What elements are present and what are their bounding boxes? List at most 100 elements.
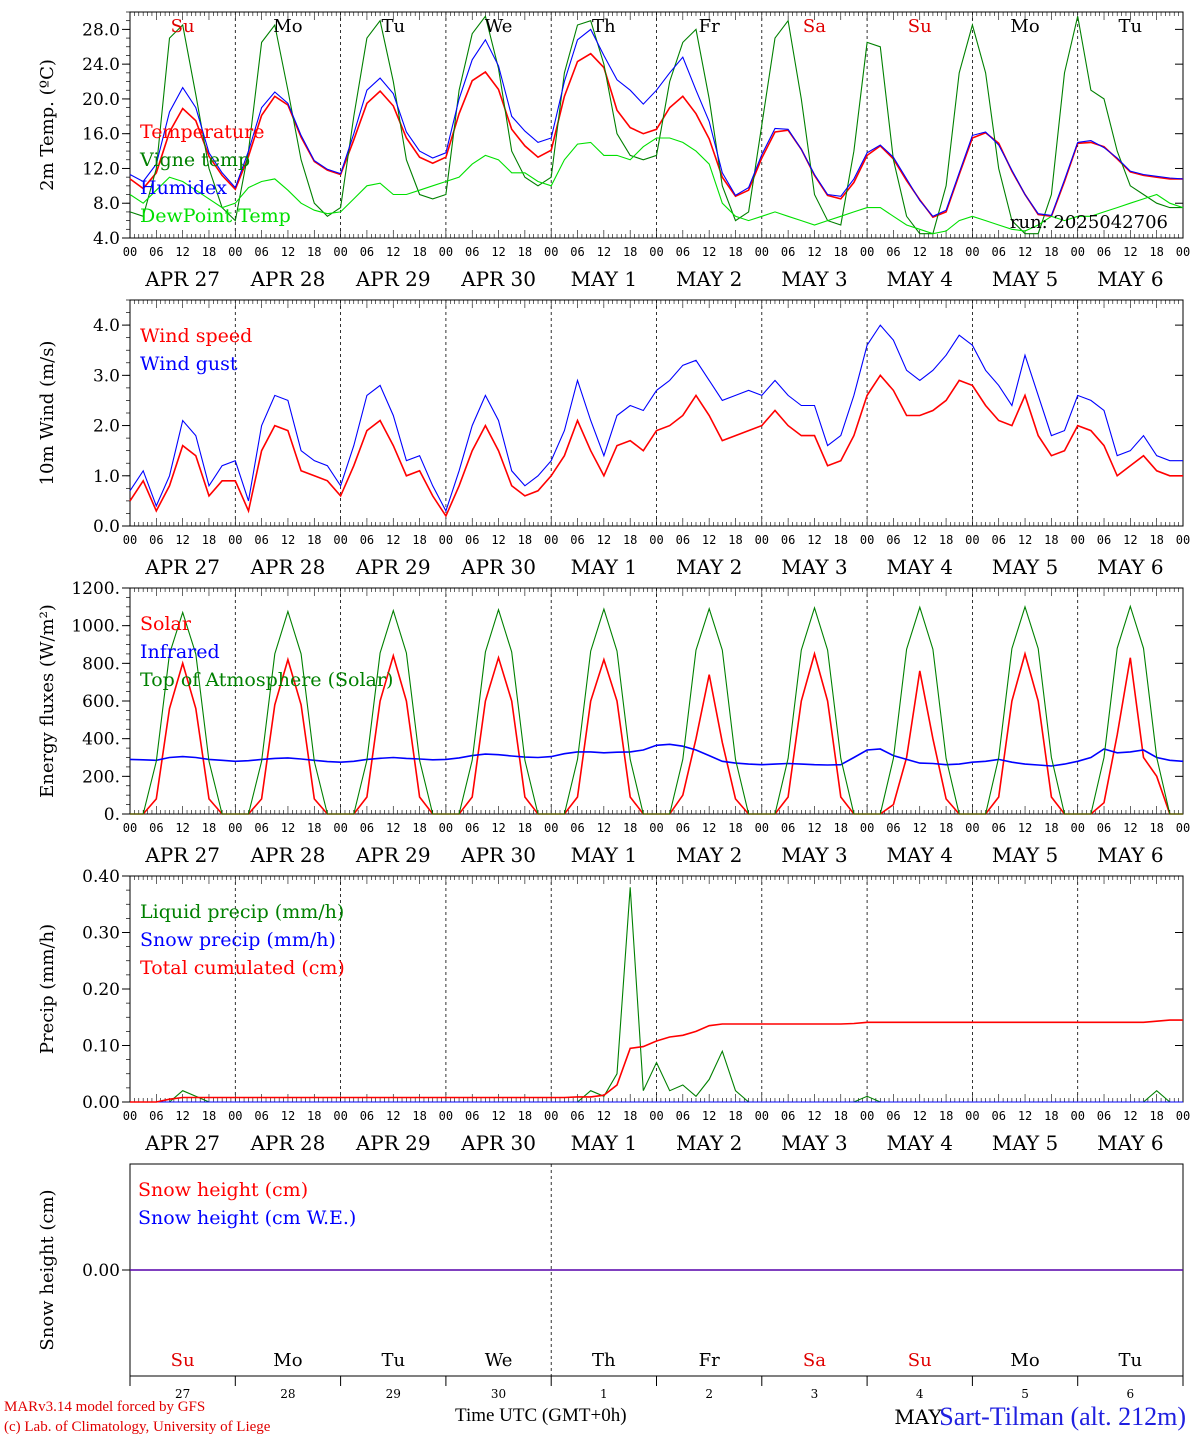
series-line-dewpoint-temp — [129, 137, 1184, 235]
y-tick-label: 0.20 — [82, 980, 120, 1000]
hour-tick-label: 18 — [412, 821, 426, 835]
hour-tick-label: 00 — [1176, 245, 1190, 259]
y-tick-label: 0.10 — [82, 1037, 120, 1057]
hour-tick-label: 06 — [570, 1109, 584, 1123]
hour-tick-label: 06 — [886, 533, 900, 547]
day-number-label: 3 — [811, 1387, 819, 1401]
hour-tick-label: 06 — [149, 821, 163, 835]
hour-tick-label: 12 — [1123, 1109, 1137, 1123]
date-label: APR 27 — [144, 555, 220, 579]
hour-tick-label: 18 — [834, 821, 848, 835]
y-tick-label: 20.0 — [82, 90, 120, 110]
credit-line-model: MARv3.14 model forced by GFS — [4, 1399, 206, 1415]
series-line-top-of-atmosphere-solar- — [130, 604, 1183, 815]
hour-tick-label: 12 — [1123, 821, 1137, 835]
hour-tick-label: 18 — [939, 245, 953, 259]
hour-tick-label: 18 — [1044, 533, 1058, 547]
legend-entry: Infrared — [140, 641, 220, 663]
hour-tick-label: 12 — [281, 245, 295, 259]
hour-tick-label: 06 — [991, 245, 1005, 259]
weekday-label: Th — [592, 16, 616, 37]
hour-tick-label: 18 — [623, 245, 637, 259]
hour-tick-label: 06 — [781, 245, 795, 259]
hour-tick-label: 06 — [570, 533, 584, 547]
legend-entry: Temperature — [140, 121, 264, 143]
hour-tick-label: 06 — [1097, 1109, 1111, 1123]
hour-tick-label: 06 — [570, 245, 584, 259]
date-label: MAY 5 — [992, 555, 1058, 579]
hour-tick-label: 00 — [755, 245, 769, 259]
hour-tick-label: 06 — [149, 533, 163, 547]
hour-tick-label: 18 — [518, 533, 532, 547]
legend-entry: Snow height (cm) — [138, 1179, 308, 1201]
hour-tick-label: 06 — [676, 533, 690, 547]
hour-tick-label: 18 — [518, 821, 532, 835]
hour-tick-label: 00 — [649, 245, 663, 259]
hour-tick-label: 12 — [386, 821, 400, 835]
hour-tick-label: 18 — [1149, 1109, 1163, 1123]
date-label: MAY 5 — [992, 1131, 1058, 1155]
y-tick-label: 1.0 — [93, 467, 120, 487]
hour-tick-label: 12 — [597, 245, 611, 259]
hour-tick-label: 18 — [623, 1109, 637, 1123]
hour-tick-label: 06 — [676, 1109, 690, 1123]
hour-tick-label: 00 — [439, 1109, 453, 1123]
legend-entry: Wind gust — [140, 353, 238, 375]
hour-tick-label: 06 — [465, 533, 479, 547]
legend-entry: Humidex — [140, 177, 227, 199]
hour-tick-label: 18 — [728, 1109, 742, 1123]
y-tick-label: 600. — [82, 692, 120, 712]
panel-4: 00 06 12 18 00 06 12 18 00 06 12 18 00 06 12 18 00 06 12 18… — [37, 867, 1190, 1155]
y-tick-label: 200. — [82, 767, 120, 787]
hour-tick-label: 18 — [412, 533, 426, 547]
date-label: APR 29 — [355, 1131, 431, 1155]
series-line-wind-speed — [129, 373, 1183, 518]
y-axis-title: Energy fluxes (W/m²) — [37, 604, 58, 798]
y-tick-label: 1200. — [71, 579, 120, 599]
hour-tick-label: 12 — [913, 533, 927, 547]
y-tick-label: 0. — [104, 805, 120, 825]
hour-tick-label: 06 — [781, 821, 795, 835]
hour-tick-label: 00 — [228, 821, 242, 835]
date-label: APR 27 — [144, 843, 220, 867]
hour-tick-label: 06 — [254, 1109, 268, 1123]
hour-tick-label: 06 — [360, 1109, 374, 1123]
date-label: MAY 6 — [1097, 555, 1163, 579]
hour-tick-label: 18 — [1044, 1109, 1058, 1123]
y-tick-label: 16.0 — [82, 125, 120, 145]
hour-tick-label: 12 — [702, 1109, 716, 1123]
day-number-label: 4 — [916, 1387, 924, 1401]
weekday-label: Mo — [1010, 16, 1039, 37]
date-label: MAY 4 — [887, 1131, 953, 1155]
hour-tick-label: 06 — [149, 1109, 163, 1123]
hour-tick-label: 00 — [1070, 821, 1084, 835]
month-label: MAY — [894, 1405, 942, 1429]
panel-2: 00 06 12 18 00 06 12 18 00 06 12 18 00 06 12 18 00 06 12 18… — [37, 299, 1190, 579]
hour-tick-label: 06 — [991, 533, 1005, 547]
hour-tick-label: 18 — [412, 1109, 426, 1123]
hour-tick-label: 06 — [360, 821, 374, 835]
day-number-label: 27 — [175, 1387, 190, 1401]
hour-tick-label: 18 — [202, 1109, 216, 1123]
weekday-label: Su — [908, 16, 932, 37]
hour-tick-label: 00 — [1176, 533, 1190, 547]
hour-tick-label: 06 — [781, 533, 795, 547]
hour-tick-label: 00 — [123, 1109, 137, 1123]
hour-tick-label: 00 — [544, 1109, 558, 1123]
x-axis-label: Time UTC (GMT+0h) — [455, 1405, 627, 1426]
hour-tick-label: 00 — [123, 533, 137, 547]
hour-tick-label: 12 — [491, 533, 505, 547]
hour-tick-label: 06 — [781, 1109, 795, 1123]
hour-tick-label: 12 — [1123, 533, 1137, 547]
date-label: MAY 5 — [992, 267, 1058, 291]
weekday-label: Mo — [273, 16, 302, 37]
station-label: Sart-Tilman (alt. 212m) — [939, 1402, 1186, 1431]
date-label: MAY 2 — [676, 843, 742, 867]
date-label: MAY 6 — [1097, 267, 1163, 291]
hour-tick-label: 00 — [755, 821, 769, 835]
day-number-label: 1 — [600, 1387, 608, 1401]
hour-tick-label: 12 — [702, 821, 716, 835]
hour-tick-label: 18 — [518, 245, 532, 259]
hour-tick-label: 12 — [386, 533, 400, 547]
